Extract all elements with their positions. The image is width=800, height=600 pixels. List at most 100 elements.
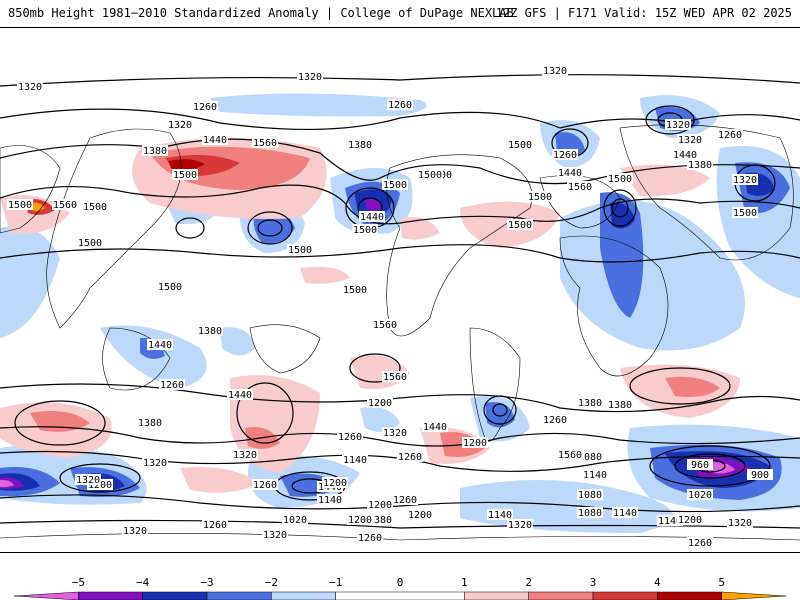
colorbar-tick-label: −3 [200, 576, 214, 589]
contour-label: 1500 [508, 220, 532, 231]
colorbar-swatch [206, 591, 272, 600]
contour-label-bg [337, 431, 363, 442]
contour-label-bg [732, 174, 758, 185]
colorbar-tick-label: −4 [136, 576, 150, 589]
anomaly-positive-1 [400, 217, 440, 240]
anomaly-negative-1 [0, 226, 60, 338]
anomaly-positive-1 [620, 164, 710, 197]
contour-label: 1140 [658, 516, 682, 527]
contour-label-bg [75, 474, 101, 485]
colorbar-tick-label: 5 [718, 576, 725, 589]
contour-label-bg [527, 191, 553, 202]
contour-label: 1440 [423, 422, 447, 433]
contour-label-bg [677, 514, 703, 525]
contour-label-bg [382, 179, 408, 190]
contour-label: 1200 [463, 438, 487, 449]
contour-label: 1440 [148, 340, 172, 351]
contour-label: 1320 [678, 135, 702, 146]
anomaly-negative-3 [610, 202, 635, 229]
contour-label: 1440 [673, 150, 697, 161]
header: 850mb Height 1981−2010 Standardized Anom… [0, 0, 800, 28]
contour-label-bg [317, 494, 343, 505]
contour-label: 1440 [360, 212, 384, 223]
contour-label: 1320 [143, 458, 167, 469]
contour-label-bg [287, 244, 313, 255]
anomaly-positive-5 [30, 202, 45, 212]
colorbar-tick-label: −5 [71, 576, 85, 589]
contour-label: 1320 [728, 518, 752, 529]
anomaly-negative-1 [360, 407, 400, 432]
colorbar-tick-label: 3 [589, 576, 597, 589]
contour-label-bg [577, 451, 603, 462]
contour-label-bg [197, 325, 223, 336]
contour-label: 1140 [583, 470, 607, 481]
contour-label: 1320 [733, 175, 757, 186]
contour-label: 1200 [88, 480, 112, 491]
contour-label: 1260 [543, 415, 567, 426]
contour-label-bg [397, 451, 423, 462]
contour-label-bg [382, 371, 408, 382]
contour-label: 1080 [578, 508, 602, 519]
contour-label: 1320 [263, 530, 287, 541]
colorbar-swatch [657, 591, 722, 600]
contour-label: 1200 [323, 478, 347, 489]
contour-label: 1500 [78, 238, 102, 249]
contour-label: 1320 [233, 450, 257, 461]
contour-label: 1560 [568, 182, 592, 193]
contour-label-bg [297, 71, 323, 82]
anomaly-map[interactable]: 1320 1320 1320 1260 1260 1320 1380 1440 1560 1500… [0, 28, 800, 552]
contour-label-bg [557, 449, 583, 460]
colorbar-swatch [464, 591, 529, 600]
contour-label-bg [227, 389, 253, 400]
contour-label-bg [422, 421, 448, 432]
contour-label-bg [392, 494, 418, 505]
contour-label-bg [382, 427, 408, 438]
map-panel[interactable]: 1320 1320 1320 1260 1260 1320 1380 1440 1560 1500… [0, 27, 800, 553]
colorbar-tick-label: 4 [654, 576, 661, 589]
contour-label: 1440 [558, 168, 582, 179]
contour-label-bg [727, 517, 753, 528]
anomaly-negative-5 [0, 479, 14, 488]
contour-label: 1260 [553, 150, 577, 161]
anomaly-positive-1 [180, 467, 260, 493]
colorbar-tick-label: 0 [396, 576, 404, 589]
colorbar-swatch [528, 591, 594, 600]
contour-label-bg [582, 469, 608, 480]
contour-label: 1560 [383, 372, 407, 383]
colorbar-swatch [13, 591, 79, 600]
contour-label-bg [657, 515, 683, 526]
contour-label-bg [462, 437, 488, 448]
contour-label: 1380 [578, 398, 602, 409]
contour-label: 1260 [688, 538, 712, 549]
contour-label: 1320 [508, 520, 532, 531]
colorbar-swatch [592, 591, 658, 600]
map-title: 850mb Height 1981−2010 Standardized Anom… [8, 6, 514, 20]
contour-label-bg [202, 519, 228, 530]
contour-label: 1260 [388, 100, 412, 111]
contour-label-bg [677, 134, 703, 145]
contour-label: 1380 [138, 418, 162, 429]
anomaly-negative-1 [220, 327, 255, 356]
contour-label: 960 [691, 460, 709, 471]
anomaly-positive-1 [300, 266, 350, 284]
contour-label: 1020 [283, 515, 307, 526]
contour-label: 1440 [203, 135, 227, 146]
contour-label-bg [577, 507, 603, 518]
contour-label-bg [367, 499, 393, 510]
contour-label: 1320 [18, 82, 42, 93]
contour-label: 1500 [418, 170, 442, 181]
contour-label: 1500 [288, 245, 312, 256]
contour-label: 1200 [368, 500, 392, 511]
contour-label: 1500 [733, 208, 757, 219]
contour-label-bg [612, 507, 638, 518]
contour-label-bg [282, 514, 308, 525]
contour-label: 1260 [718, 130, 742, 141]
contour-label: 1260 [393, 495, 417, 506]
contour-label: 1500 [508, 140, 532, 151]
contour-label-bg [347, 514, 373, 525]
contour-label-bg [552, 149, 578, 160]
colorbar-swatch [335, 591, 465, 600]
model-run-info: 12Z GFS | F171 Valid: 15Z WED APR 02 202… [495, 6, 792, 20]
anomaly-negative-1 [560, 200, 745, 351]
anomaly-negative-4 [365, 199, 382, 211]
